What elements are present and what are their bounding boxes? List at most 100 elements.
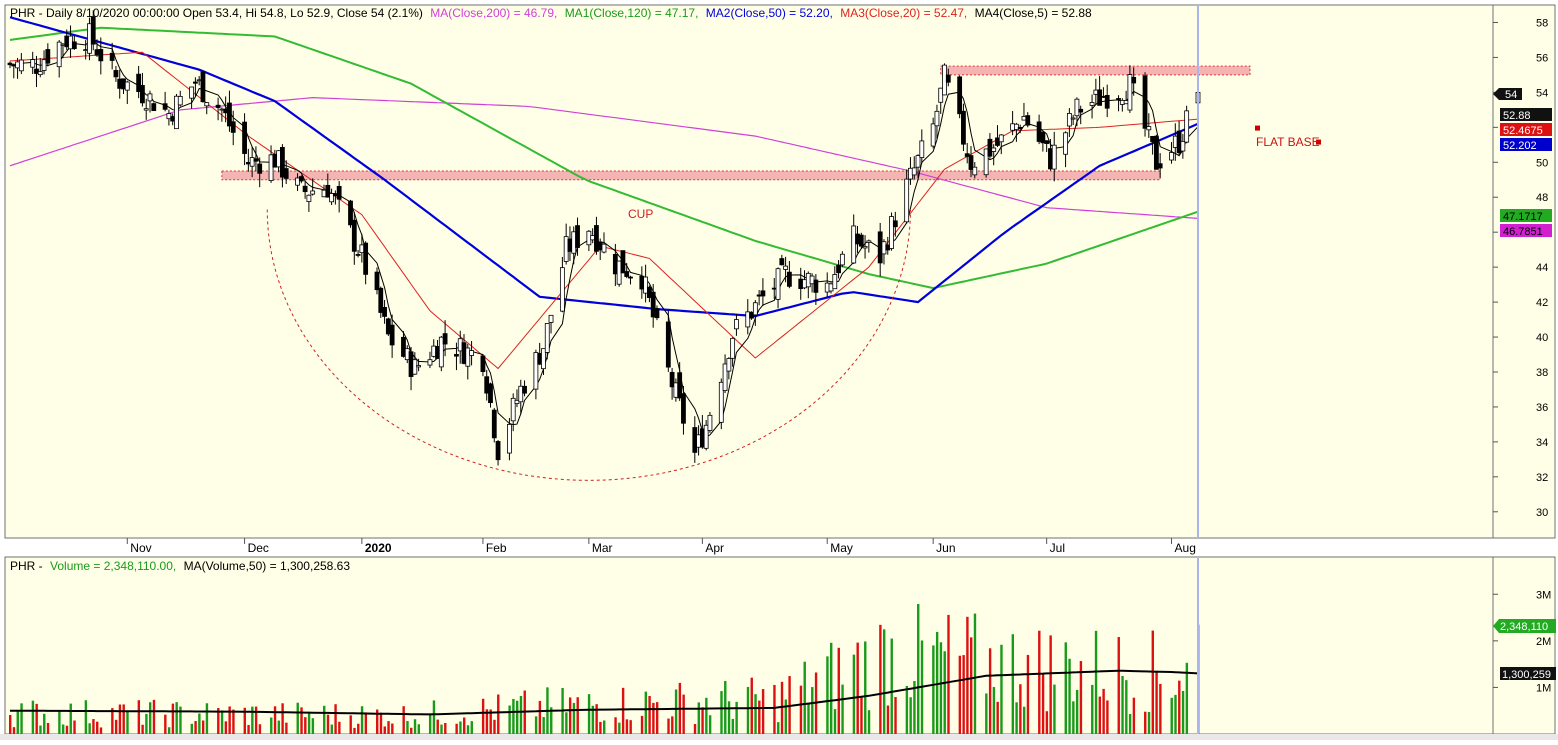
candle bbox=[41, 50, 47, 75]
candle bbox=[945, 68, 951, 87]
candle-body bbox=[1017, 126, 1023, 129]
volume-bar bbox=[508, 705, 511, 734]
candle-body bbox=[681, 393, 686, 424]
candle-body bbox=[401, 336, 406, 357]
candle-body bbox=[665, 321, 671, 368]
candle bbox=[389, 314, 395, 358]
volume-bar bbox=[682, 694, 685, 734]
candle bbox=[915, 154, 921, 179]
candle-body bbox=[1063, 132, 1068, 155]
candle bbox=[643, 264, 649, 303]
candle bbox=[109, 42, 115, 70]
volume-bar bbox=[534, 716, 538, 734]
candle bbox=[454, 342, 459, 371]
candle-body bbox=[1169, 152, 1174, 161]
ma200-line bbox=[9, 96, 1199, 219]
flat-base-label: FLAT BASE bbox=[1256, 135, 1320, 149]
candle-body bbox=[510, 397, 516, 422]
candle-body bbox=[892, 220, 898, 228]
volume-bar bbox=[618, 722, 621, 734]
candle-body bbox=[109, 52, 115, 61]
volume-bar bbox=[493, 719, 496, 734]
candle bbox=[280, 144, 285, 188]
volume-bar bbox=[1117, 637, 1120, 734]
candle-body bbox=[1089, 102, 1095, 106]
candle bbox=[306, 194, 312, 212]
volume-bar bbox=[947, 614, 950, 734]
month-label: Apr bbox=[705, 541, 724, 555]
volume-bar bbox=[913, 681, 916, 734]
volume-bar bbox=[625, 719, 629, 734]
candle-body bbox=[227, 102, 232, 127]
candle bbox=[166, 109, 172, 126]
volume-ma-line bbox=[10, 669, 1199, 716]
candle bbox=[548, 314, 554, 334]
svg-text:52.4675: 52.4675 bbox=[1503, 125, 1543, 137]
volume-bar bbox=[111, 708, 114, 734]
candle-body bbox=[249, 157, 255, 167]
month-label: Jun bbox=[936, 541, 955, 555]
price-header: PHR - Daily 8/10/2020 00:00:00 Open 53.4… bbox=[10, 6, 1092, 20]
volume-bar bbox=[39, 725, 42, 734]
price-pane[interactable] bbox=[4, 4, 1494, 539]
sheet-tabs-strip bbox=[0, 734, 1558, 740]
volume-bar bbox=[852, 654, 856, 734]
candle bbox=[575, 217, 580, 256]
candle bbox=[904, 169, 910, 224]
candle-body bbox=[1116, 98, 1121, 100]
candle bbox=[295, 173, 300, 192]
candle-body bbox=[1070, 117, 1076, 120]
volume-bar bbox=[46, 722, 50, 734]
candle bbox=[533, 349, 539, 400]
candle-body bbox=[1040, 131, 1046, 144]
volume-bar bbox=[35, 703, 38, 734]
volume-bar bbox=[402, 706, 405, 734]
last-volume-badge: 2,348,110 bbox=[1493, 619, 1556, 633]
candle-body bbox=[559, 267, 565, 312]
candle bbox=[544, 323, 550, 360]
volume-bar bbox=[894, 697, 897, 734]
candle bbox=[866, 239, 872, 253]
svg-text:52.202: 52.202 bbox=[1503, 140, 1537, 152]
candle-body bbox=[469, 350, 474, 356]
price-tick-label: 32 bbox=[1536, 472, 1548, 484]
candle-body bbox=[355, 254, 361, 256]
candle bbox=[703, 419, 709, 451]
volume-bar bbox=[1170, 697, 1173, 734]
volume-bar bbox=[1079, 661, 1083, 734]
volume-bar bbox=[799, 685, 803, 734]
volume-bar bbox=[966, 616, 969, 734]
candle bbox=[964, 142, 970, 164]
candle bbox=[469, 341, 474, 366]
volume-bar bbox=[277, 720, 281, 734]
volume-bar bbox=[383, 726, 386, 734]
candle bbox=[18, 53, 24, 75]
candle-body bbox=[628, 276, 633, 279]
candle bbox=[268, 145, 274, 183]
candle bbox=[71, 35, 77, 50]
candle bbox=[836, 260, 841, 279]
candle bbox=[718, 378, 724, 430]
candle bbox=[374, 267, 380, 295]
ma5-badge: 52.88 bbox=[1500, 108, 1552, 122]
ma50-legend: MA2(Close,50) = 52.20, bbox=[706, 6, 833, 20]
candle bbox=[162, 91, 168, 112]
svg-text:54: 54 bbox=[1505, 89, 1517, 101]
volume-bar bbox=[311, 718, 315, 734]
volume-bar bbox=[1011, 634, 1015, 734]
candle bbox=[1036, 114, 1042, 145]
volume-bar bbox=[720, 691, 723, 734]
candle-body bbox=[957, 76, 963, 115]
candle-body bbox=[41, 59, 47, 71]
candle-body bbox=[56, 41, 62, 68]
candle bbox=[786, 260, 792, 289]
volume-bar bbox=[96, 721, 99, 734]
last-price-badge: 54 bbox=[1493, 88, 1522, 101]
candle bbox=[143, 98, 149, 120]
volume-bar bbox=[31, 700, 35, 734]
candle bbox=[654, 305, 660, 321]
candle bbox=[140, 72, 145, 107]
candle bbox=[1116, 95, 1121, 112]
volume-bar bbox=[833, 709, 837, 734]
